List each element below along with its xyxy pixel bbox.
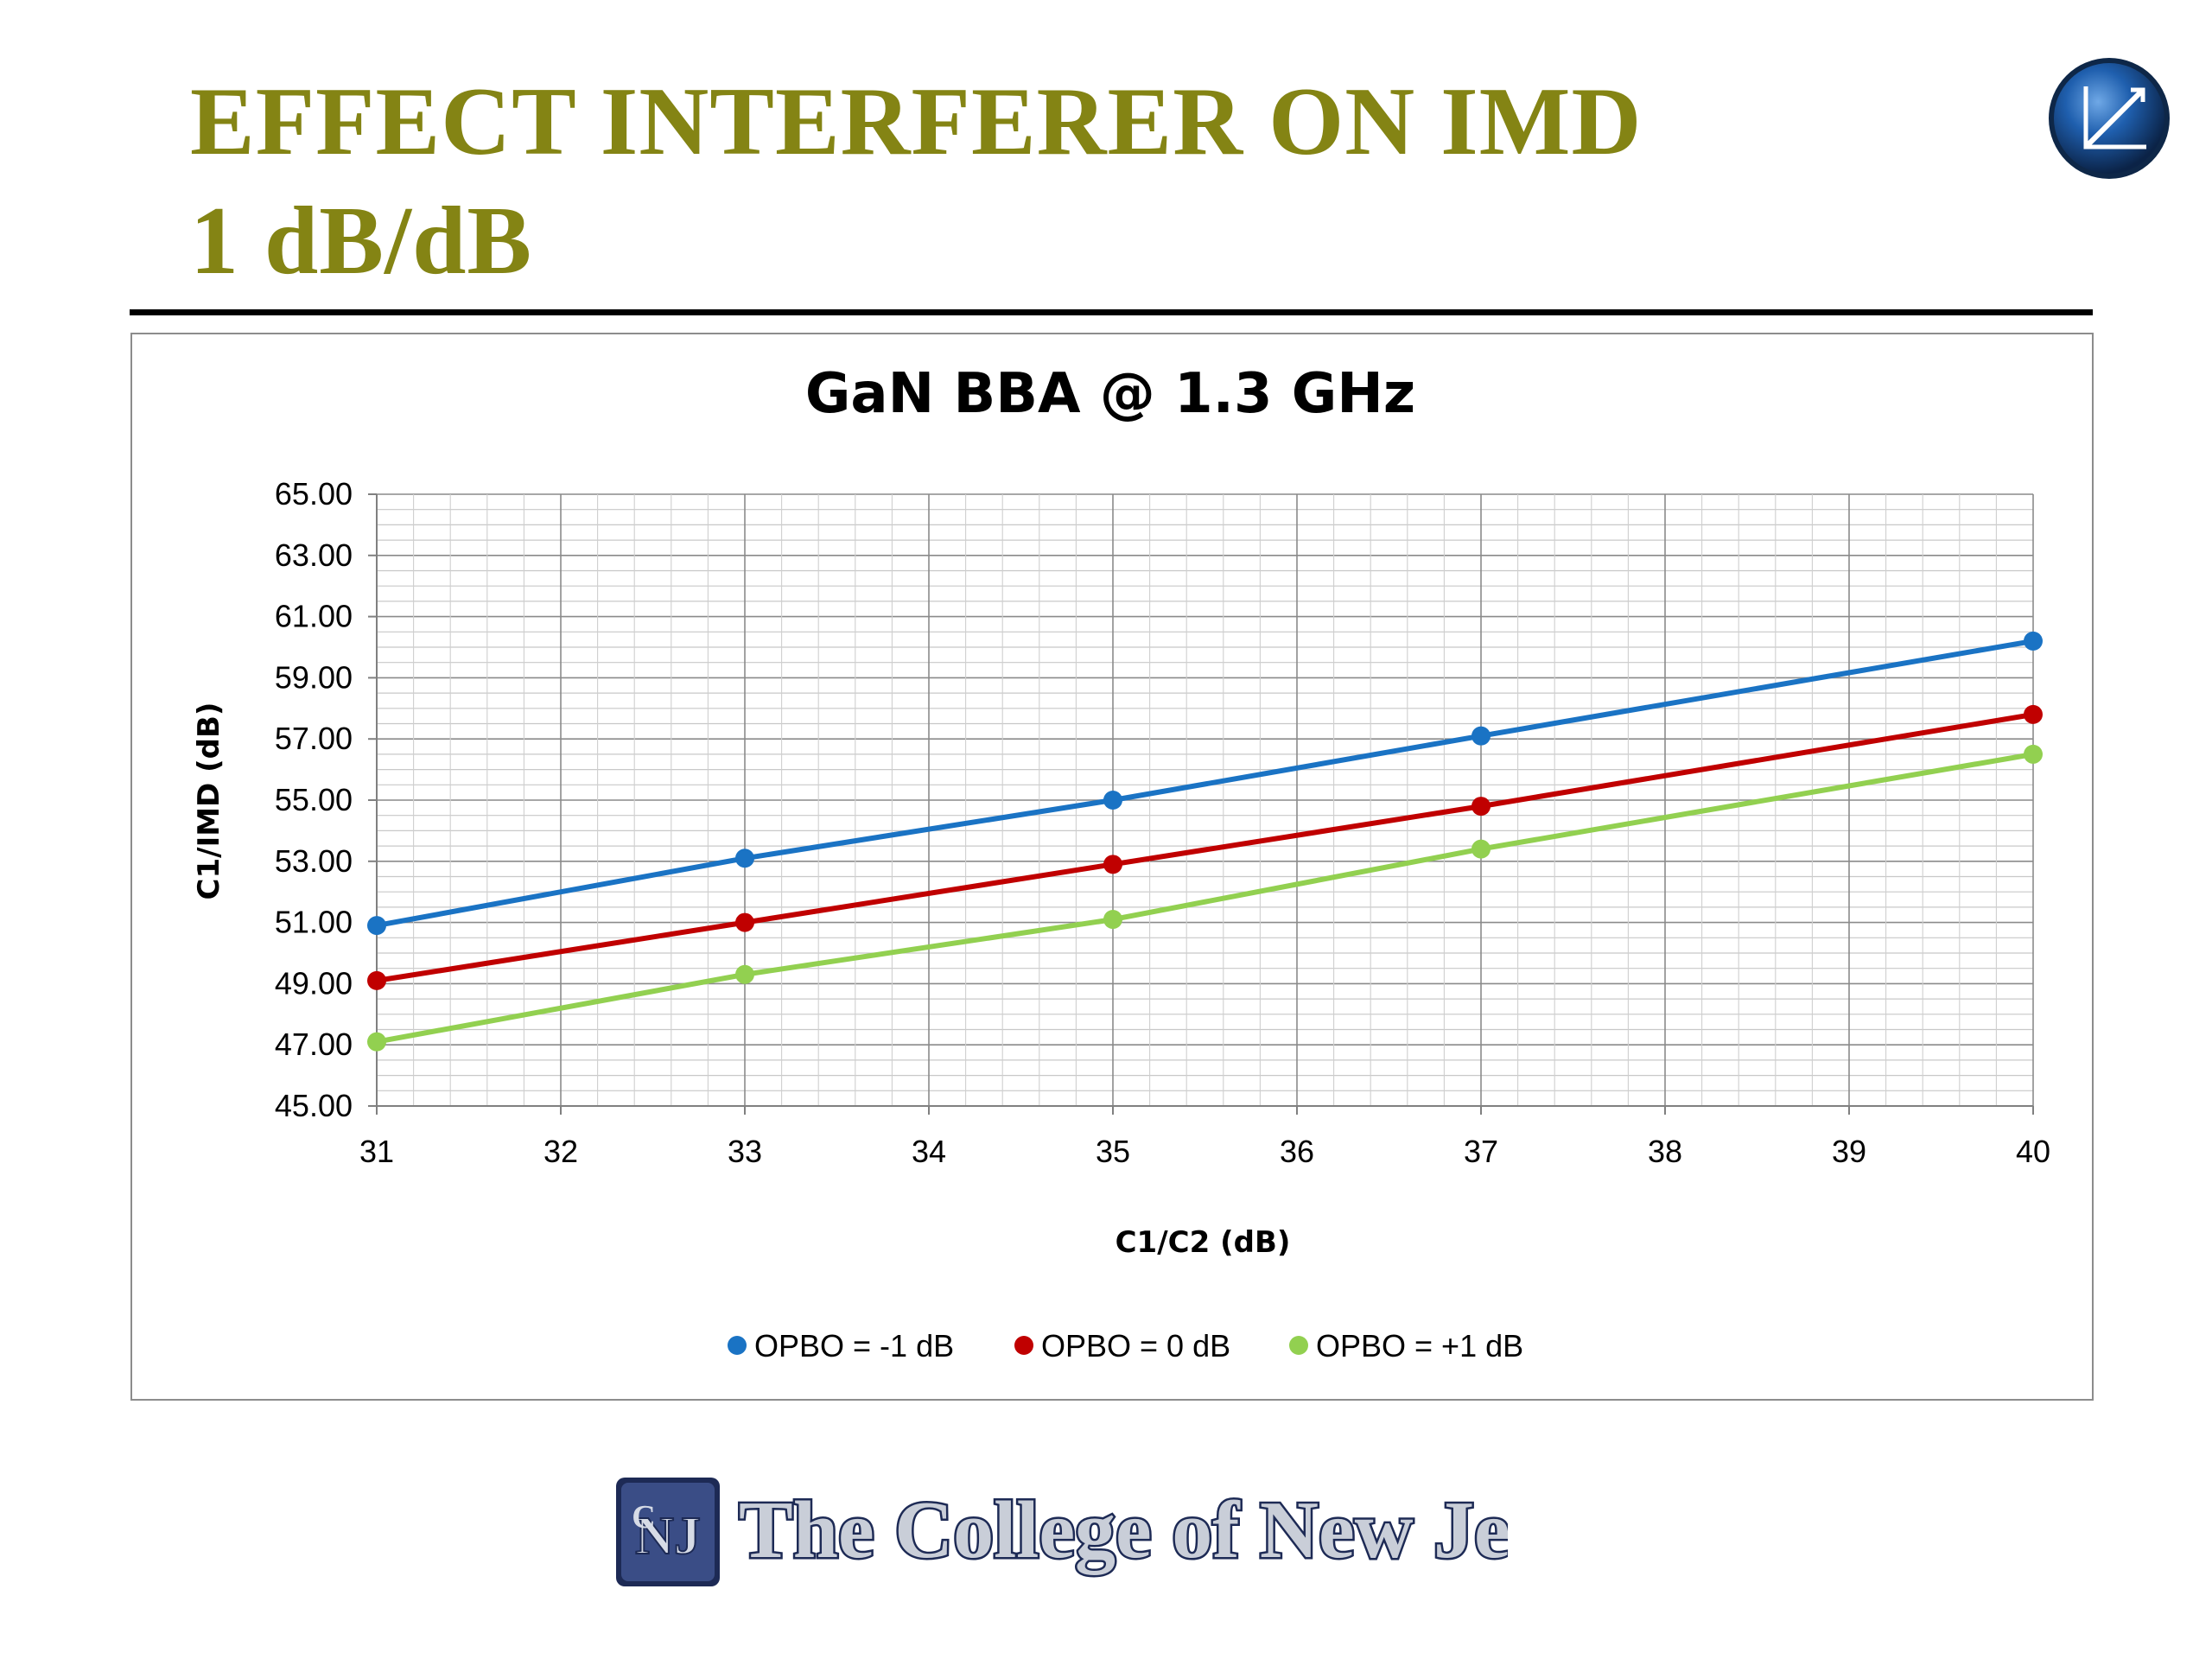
y-axis-title: C1/IMD (dB) bbox=[192, 702, 226, 900]
series-group bbox=[367, 744, 2043, 1052]
data-point bbox=[367, 970, 386, 990]
y-tick-label: 61.00 bbox=[275, 599, 353, 634]
y-tick-label: 55.00 bbox=[275, 782, 353, 817]
svg-text:NJ: NJ bbox=[635, 1507, 701, 1566]
y-tick-label: 59.00 bbox=[275, 659, 353, 695]
y-tick-label: 49.00 bbox=[275, 965, 353, 1001]
y-tick-label: 47.00 bbox=[275, 1027, 353, 1062]
y-tick-label: 45.00 bbox=[275, 1088, 353, 1123]
title-divider bbox=[130, 309, 2093, 315]
data-point bbox=[1471, 797, 1491, 817]
y-tick-label: 51.00 bbox=[275, 905, 353, 940]
x-tick-label: 36 bbox=[1280, 1134, 1314, 1169]
chart-title: GaN BBA @ 1.3 GHz bbox=[805, 362, 1415, 426]
data-point bbox=[1471, 726, 1491, 746]
x-tick-label: 31 bbox=[359, 1134, 394, 1169]
x-tick-label: 37 bbox=[1464, 1134, 1498, 1169]
data-point bbox=[2024, 744, 2043, 764]
x-tick-label: 39 bbox=[1832, 1134, 1866, 1169]
x-tick-label: 40 bbox=[2016, 1134, 2050, 1169]
x-axis-title: C1/C2 (dB) bbox=[1116, 1225, 1291, 1260]
slide-title: EFFECT INTERFERER ON IMD 1 dB/dB bbox=[190, 62, 1642, 301]
x-tick-label: 38 bbox=[1648, 1134, 1682, 1169]
chart-axes: 65.00 63.00 61.00 59.00 57.00 55.00 53.00 51.00… bbox=[275, 476, 2050, 1169]
graph-globe-icon bbox=[2049, 58, 2170, 179]
x-tick-label: 34 bbox=[912, 1134, 946, 1169]
x-tick-label: 33 bbox=[728, 1134, 762, 1169]
college-logo: NJ C The College of New Jersey bbox=[616, 1478, 1508, 1586]
chart-legend: OPBO = -1 dB OPBO = 0 dB OPBO = +1 dB bbox=[728, 1328, 1523, 1363]
data-point bbox=[1103, 855, 1122, 874]
chart-frame: GaN BBA @ 1.3 GHz 65.00 63.00 61.00 59.00 57… bbox=[130, 333, 2094, 1401]
legend-marker bbox=[1289, 1336, 1308, 1355]
line-chart: GaN BBA @ 1.3 GHz 65.00 63.00 61.00 59.00 57… bbox=[192, 362, 2050, 1363]
data-point bbox=[735, 849, 754, 868]
series-group bbox=[367, 704, 2043, 990]
y-tick-label: 63.00 bbox=[275, 537, 353, 573]
data-point bbox=[367, 1032, 386, 1052]
data-point bbox=[367, 916, 386, 936]
slide-title-line2: 1 dB/dB bbox=[190, 188, 533, 295]
svg-text:C: C bbox=[632, 1499, 655, 1535]
x-tick-label: 32 bbox=[543, 1134, 578, 1169]
x-tick-label: 35 bbox=[1096, 1134, 1130, 1169]
series-group bbox=[367, 631, 2043, 936]
chart-gridlines bbox=[376, 493, 2034, 1107]
series-line bbox=[376, 638, 2034, 929]
y-tick-label: 65.00 bbox=[275, 476, 353, 512]
y-tick-label: 57.00 bbox=[275, 721, 353, 756]
chart-series bbox=[367, 631, 2043, 1052]
college-monogram-icon: NJ C bbox=[616, 1478, 720, 1586]
data-point bbox=[1103, 910, 1122, 930]
legend-label: OPBO = -1 dB bbox=[754, 1328, 954, 1363]
data-point bbox=[735, 912, 754, 932]
data-point bbox=[2024, 704, 2043, 724]
y-tick-label: 53.00 bbox=[275, 843, 353, 879]
data-point bbox=[735, 964, 754, 984]
college-name: The College of New Jersey bbox=[739, 1485, 1508, 1575]
legend-marker bbox=[1014, 1336, 1033, 1355]
data-point bbox=[1103, 791, 1122, 810]
slide-title-line1: EFFECT INTERFERER ON IMD bbox=[190, 68, 1643, 175]
data-point bbox=[2024, 631, 2043, 651]
data-point bbox=[1471, 839, 1491, 859]
legend-marker bbox=[728, 1336, 747, 1355]
legend-label: OPBO = +1 dB bbox=[1316, 1328, 1523, 1363]
legend-label: OPBO = 0 dB bbox=[1041, 1328, 1230, 1363]
